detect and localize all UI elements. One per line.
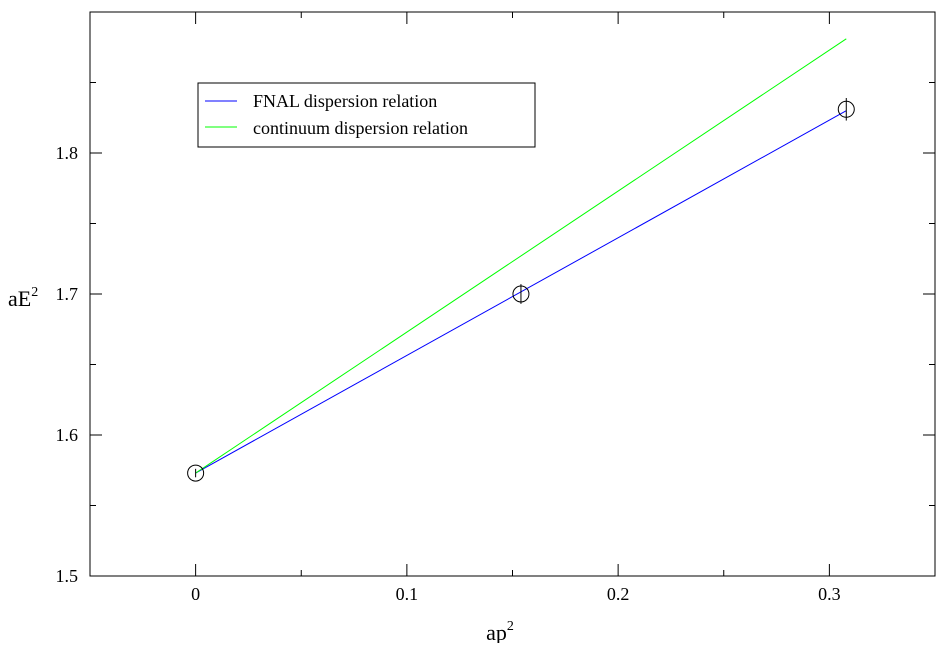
x-tick-label: 0.3 (818, 584, 841, 604)
x-axis-label-base: ap (486, 620, 507, 643)
y-tick-label: 1.7 (56, 284, 79, 304)
data-point (837, 100, 855, 118)
x-tick-label: 0.1 (396, 584, 419, 604)
y-tick-label: 1.8 (56, 143, 79, 163)
y-axis-label-base: aE (8, 286, 31, 311)
data-point (512, 285, 530, 303)
y-tick-label: 1.6 (56, 425, 79, 445)
x-axis-label: ap2 (486, 619, 514, 643)
y-axis-label: aE2 (8, 285, 38, 311)
data-point (187, 464, 205, 482)
x-tick-label: 0.2 (607, 584, 630, 604)
ticks-layer: 0 0.1 0.2 0.3 1.5 1.6 1.7 1.8 (56, 12, 936, 604)
points-layer (187, 98, 855, 482)
x-tick-label: 0 (191, 584, 200, 604)
legend: FNAL dispersion relation continuum dispe… (197, 82, 536, 148)
x-axis-label-sup: 2 (507, 619, 514, 634)
legend-box (197, 82, 536, 148)
legend-label-fnal: FNAL dispersion relation (253, 91, 437, 111)
y-axis-label-sup: 2 (31, 285, 38, 300)
legend-label-continuum: continuum dispersion relation (253, 118, 468, 138)
continuum-line (195, 38, 847, 474)
y-tick-label: 1.5 (56, 566, 79, 586)
